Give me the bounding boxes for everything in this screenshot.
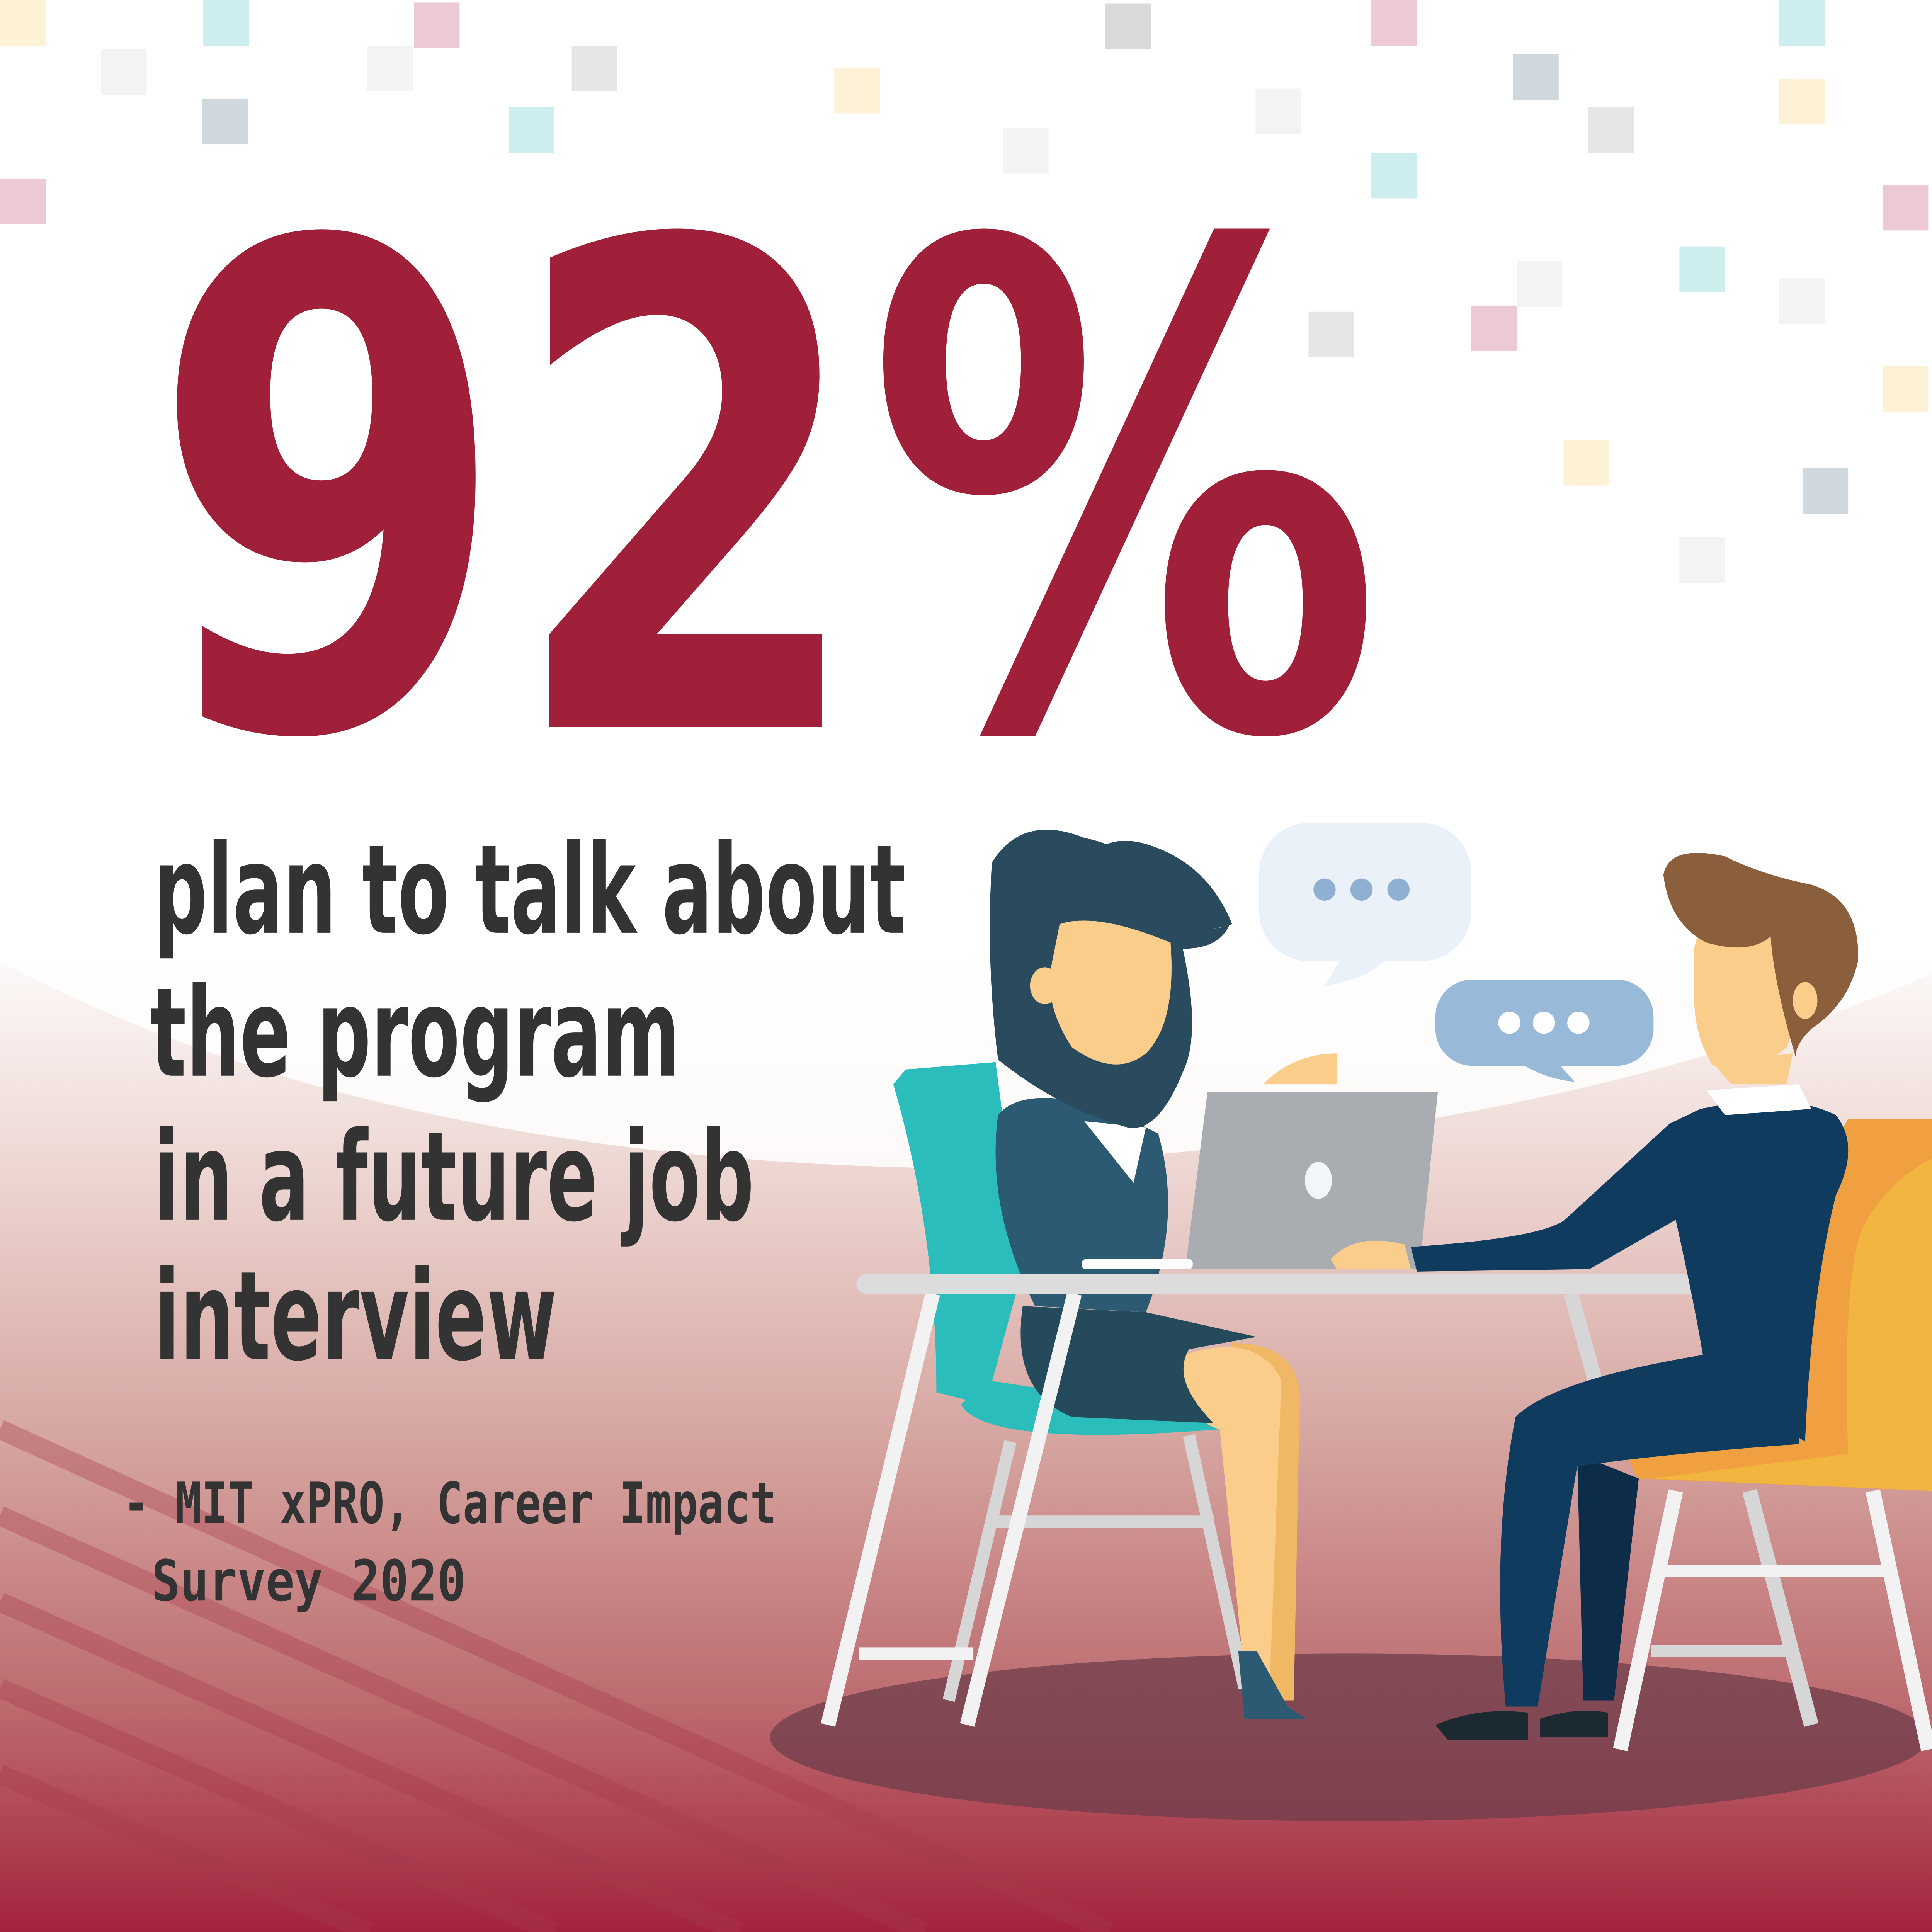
table	[821, 1274, 1711, 1727]
statement-line: the program	[150, 962, 680, 1105]
floor-shadow	[770, 1653, 1929, 1821]
citation-line: - MIT xPRO, Career Impact	[123, 1470, 776, 1536]
speech-bubble-icon	[1259, 823, 1471, 986]
confetti-square	[1308, 311, 1354, 357]
statement: plan to talk about the program in a futu…	[150, 819, 906, 1388]
confetti-square	[1003, 128, 1049, 174]
confetti-square	[1679, 537, 1725, 583]
statement-line: plan to talk about	[154, 819, 906, 962]
background-stripes	[0, 1420, 1113, 1932]
citation-line: Survey 2020	[151, 1548, 466, 1614]
statement-line: in a future job	[154, 1106, 754, 1249]
confetti-square	[1779, 278, 1825, 324]
laptop-icon	[1082, 1092, 1438, 1269]
confetti-square	[101, 49, 147, 95]
confetti-square	[1105, 3, 1151, 49]
confetti-square	[1679, 246, 1725, 292]
confetti-square	[367, 45, 413, 91]
confetti-squares	[0, 0, 1929, 583]
woman-figure	[990, 830, 1337, 1719]
citation: - MIT xPRO, Career Impact Survey 2020	[123, 1470, 776, 1614]
confetti-square	[509, 107, 554, 153]
confetti-square	[1371, 153, 1417, 199]
yellow-chair	[1613, 1119, 1932, 1752]
confetti-square	[834, 68, 880, 114]
confetti-square	[203, 0, 249, 46]
confetti-square	[1563, 440, 1609, 486]
statement-line: interview	[154, 1245, 557, 1388]
confetti-square	[1513, 54, 1559, 100]
headline-percentage: 92%	[150, 104, 1383, 885]
interview-illustration	[770, 823, 1932, 1821]
confetti-square	[202, 99, 248, 145]
confetti-square	[1471, 305, 1517, 351]
confetti-square	[571, 45, 617, 91]
confetti-square	[0, 179, 46, 224]
speech-bubble-icon	[1435, 980, 1654, 1082]
confetti-square	[0, 0, 46, 46]
confetti-square	[1779, 79, 1825, 125]
confetti-square	[1779, 0, 1825, 46]
confetti-square	[1883, 185, 1929, 231]
teal-chair	[893, 1062, 1251, 1702]
man-figure	[1330, 853, 1858, 1740]
confetti-square	[1883, 366, 1929, 412]
confetti-square	[1255, 88, 1301, 134]
confetti-square	[1517, 261, 1563, 307]
confetti-square	[414, 2, 460, 48]
confetti-square	[1803, 468, 1849, 514]
confetti-square	[1588, 107, 1634, 153]
confetti-square	[1371, 0, 1417, 46]
